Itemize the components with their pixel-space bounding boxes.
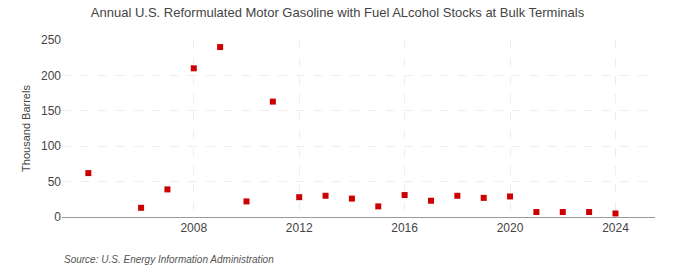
svg-text:2020: 2020 xyxy=(497,221,524,235)
svg-text:150: 150 xyxy=(41,104,61,118)
svg-text:100: 100 xyxy=(41,139,61,153)
svg-text:Source: U.S. Energy Informatio: Source: U.S. Energy Information Administ… xyxy=(64,254,274,265)
svg-text:250: 250 xyxy=(41,33,61,47)
svg-text:2016: 2016 xyxy=(391,221,418,235)
svg-text:Thousand Barrels: Thousand Barrels xyxy=(20,85,32,172)
svg-text:2012: 2012 xyxy=(286,221,313,235)
svg-text:50: 50 xyxy=(48,175,62,189)
svg-text:Annual U.S. Reformulated Motor: Annual U.S. Reformulated Motor Gasoline … xyxy=(91,5,585,20)
svg-text:200: 200 xyxy=(41,69,61,83)
svg-text:2008: 2008 xyxy=(180,221,207,235)
svg-text:2024: 2024 xyxy=(602,221,629,235)
svg-text:0: 0 xyxy=(54,210,61,224)
